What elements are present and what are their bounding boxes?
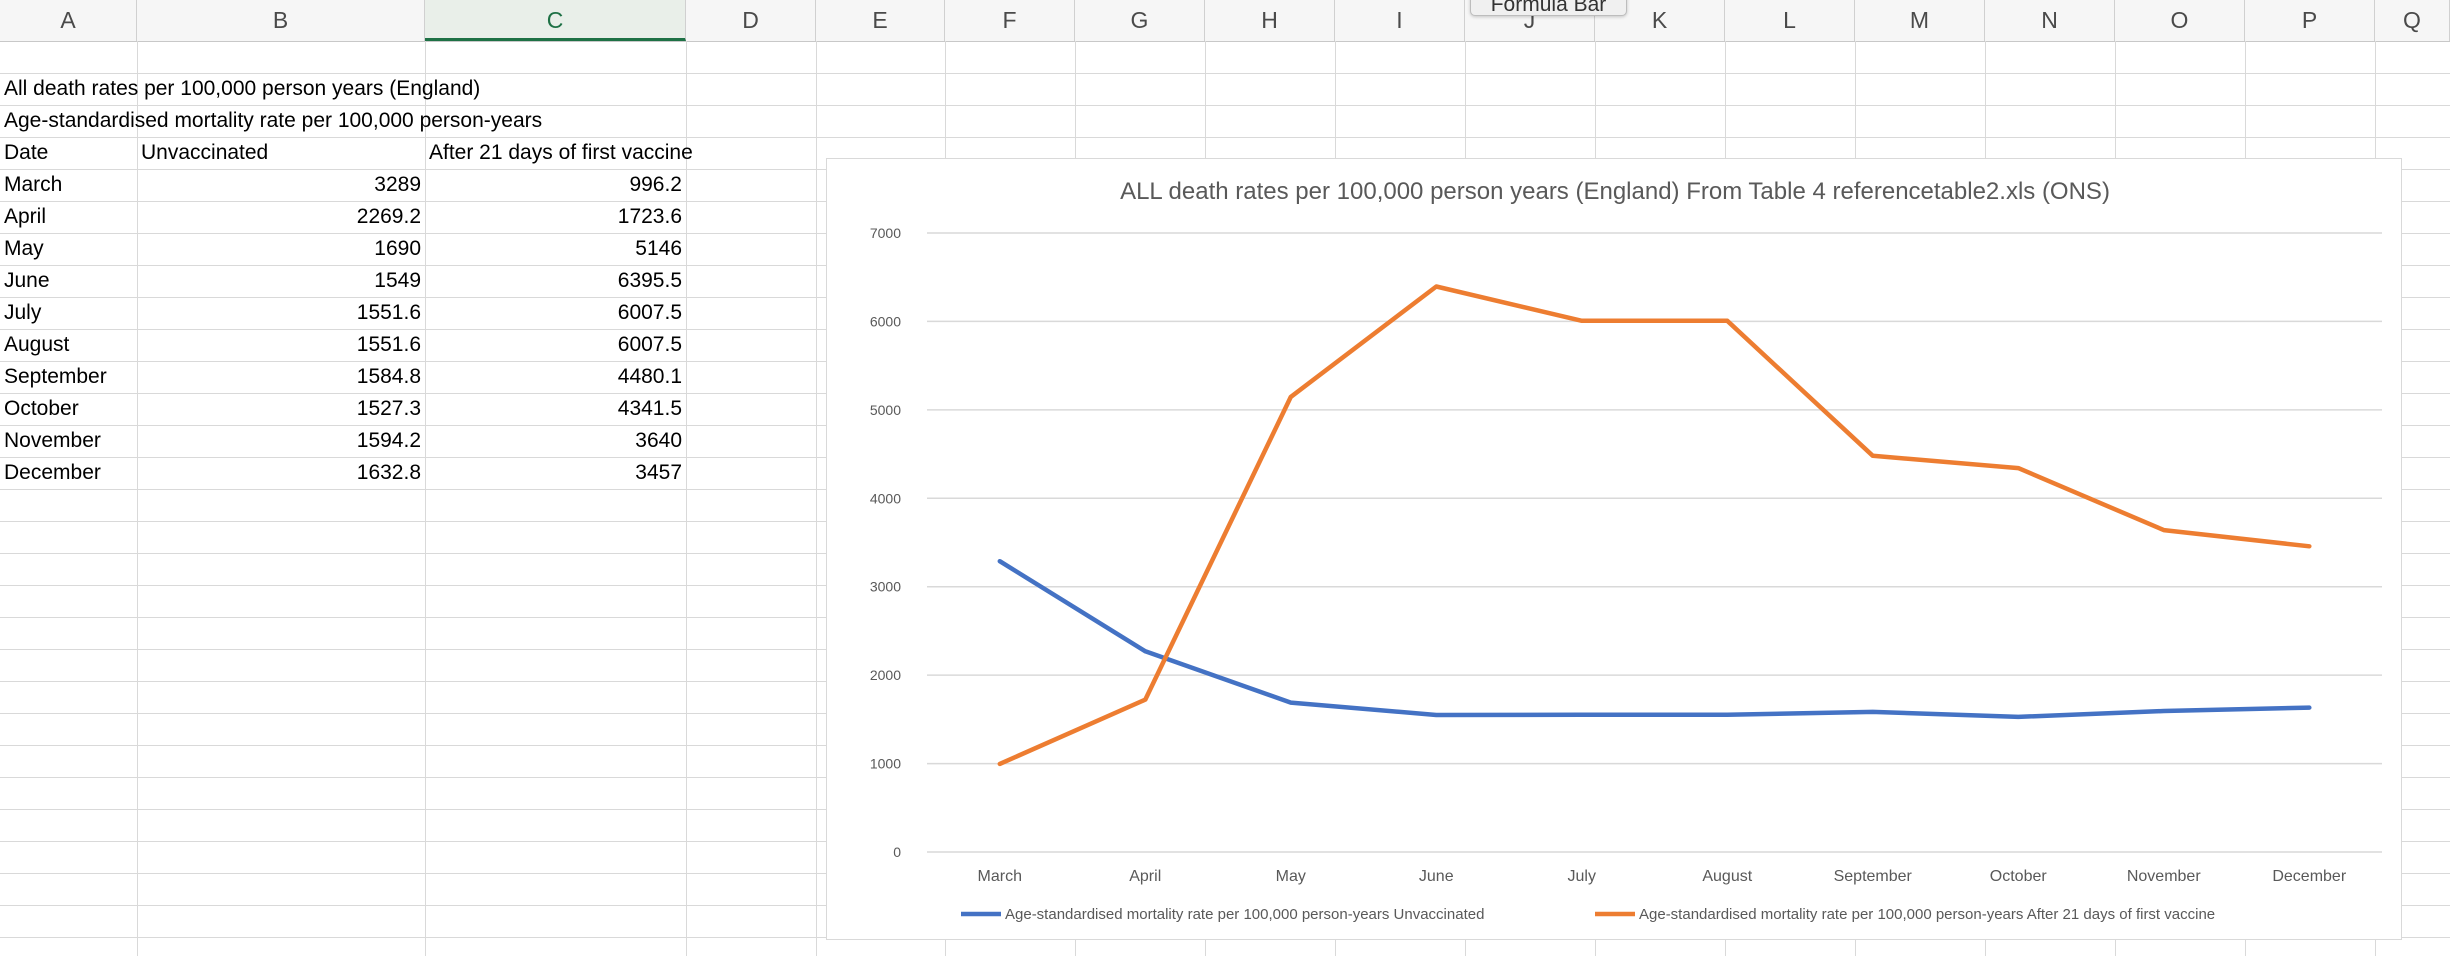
chart-canvas: ALL death rates per 100,000 person years…: [870, 178, 2382, 923]
column-header-b[interactable]: B: [137, 0, 425, 41]
column-header-h[interactable]: H: [1205, 0, 1335, 41]
x-tick-label: April: [1129, 868, 1161, 885]
cell-unvaccinated-value[interactable]: 1549: [374, 269, 421, 292]
y-tick-label: 6000: [870, 313, 901, 329]
cell-vaccinated-value[interactable]: 4480.1: [617, 365, 682, 388]
series-line-2: [997, 284, 2312, 767]
cell-vaccinated-value[interactable]: 5146: [635, 237, 682, 260]
y-tick-label: 4000: [870, 490, 901, 506]
series-line-1: [997, 558, 2312, 720]
column-header-e[interactable]: E: [816, 0, 945, 41]
cell-vaccinated-value[interactable]: 996.2: [629, 173, 682, 196]
cell-unvaccinated-value[interactable]: 3289: [374, 173, 421, 196]
column-header-o[interactable]: O: [2115, 0, 2245, 41]
cell-unvaccinated-value[interactable]: 1551.6: [356, 301, 421, 324]
column-header-g[interactable]: G: [1075, 0, 1205, 41]
chart-title: ALL death rates per 100,000 person years…: [1120, 178, 2110, 205]
cell-vaccinated-value[interactable]: 6395.5: [617, 269, 682, 292]
column-header-m[interactable]: M: [1855, 0, 1985, 41]
cell-header-unvaccinated[interactable]: Unvaccinated: [141, 141, 269, 164]
column-header-c[interactable]: C: [425, 0, 686, 41]
cell-date[interactable]: June: [4, 269, 50, 292]
y-tick-label: 3000: [870, 579, 901, 595]
cell-date[interactable]: November: [4, 429, 101, 452]
formula-bar-tooltip: Formula Bar: [1470, 0, 1627, 16]
y-tick-label: 2000: [870, 667, 901, 683]
x-tick-label: July: [1568, 868, 1596, 885]
cell-vaccinated-value[interactable]: 4341.5: [617, 397, 682, 420]
grid-row-line: [0, 73, 2450, 74]
cell-title[interactable]: All death rates per 100,000 person years…: [4, 77, 481, 100]
cell-unvaccinated-value[interactable]: 1632.8: [356, 461, 421, 484]
cell-date[interactable]: August: [4, 333, 70, 356]
y-tick-label: 0: [893, 844, 901, 860]
x-tick-label: September: [1834, 868, 1913, 885]
cell-vaccinated-value[interactable]: 3640: [635, 429, 682, 452]
column-header-bar: [0, 0, 2450, 42]
cell-vaccinated-value[interactable]: 6007.5: [617, 333, 682, 356]
x-tick-label: June: [1419, 868, 1454, 885]
cell-date[interactable]: December: [4, 461, 101, 484]
grid-column-line: [816, 41, 817, 956]
legend-label-1: Age-standardised mortality rate per 100,…: [1005, 906, 1484, 923]
cell-unvaccinated-value[interactable]: 2269.2: [356, 205, 421, 228]
cell-unvaccinated-value[interactable]: 1584.8: [356, 365, 421, 388]
column-header-a[interactable]: A: [0, 0, 137, 41]
x-tick-label: May: [1276, 868, 1306, 885]
cell-unvaccinated-value[interactable]: 1594.2: [356, 429, 421, 452]
cell-date[interactable]: September: [4, 365, 107, 388]
y-tick-label: 1000: [870, 756, 901, 772]
x-tick-label: March: [978, 868, 1022, 885]
column-header-p[interactable]: P: [2245, 0, 2375, 41]
cell-subtitle[interactable]: Age-standardised mortality rate per 100,…: [4, 109, 543, 132]
cell-header-vaccinated[interactable]: After 21 days of first vaccine: [429, 141, 693, 164]
cell-header-date[interactable]: Date: [4, 141, 49, 164]
legend-label-2: Age-standardised mortality rate per 100,…: [1639, 906, 2215, 923]
x-tick-label: November: [2127, 868, 2201, 885]
grid-row-line: [0, 137, 2450, 138]
cell-vaccinated-value[interactable]: 3457: [635, 461, 682, 484]
cell-vaccinated-value[interactable]: 6007.5: [617, 301, 682, 324]
x-tick-label: December: [2272, 868, 2346, 885]
cell-unvaccinated-value[interactable]: 1527.3: [356, 397, 421, 420]
cell-date[interactable]: April: [4, 205, 47, 228]
column-header-l[interactable]: L: [1725, 0, 1855, 41]
grid-column-line: [137, 41, 138, 956]
y-tick-label: 7000: [870, 225, 901, 241]
cell-date[interactable]: October: [4, 397, 79, 420]
y-tick-label: 5000: [870, 402, 901, 418]
column-header-f[interactable]: F: [945, 0, 1075, 41]
column-header-j[interactable]: J: [1465, 0, 1595, 41]
column-header-q[interactable]: Q: [2375, 0, 2450, 41]
cell-unvaccinated-value[interactable]: 1690: [374, 237, 421, 260]
cell-vaccinated-value[interactable]: 1723.6: [617, 205, 682, 228]
x-tick-label: August: [1702, 868, 1752, 885]
column-header-k[interactable]: K: [1595, 0, 1725, 41]
grid-row-line: [0, 105, 2450, 106]
cell-date[interactable]: May: [4, 237, 44, 260]
column-header-i[interactable]: I: [1335, 0, 1465, 41]
cell-date[interactable]: March: [4, 173, 63, 196]
line-chart[interactable]: ALL death rates per 100,000 person years…: [826, 158, 2402, 940]
x-tick-label: October: [1990, 868, 2048, 885]
grid-column-line: [686, 41, 687, 956]
cell-unvaccinated-value[interactable]: 1551.6: [356, 333, 421, 356]
column-header-d[interactable]: D: [686, 0, 816, 41]
column-header-n[interactable]: N: [1985, 0, 2115, 41]
cell-date[interactable]: July: [4, 301, 42, 324]
grid-column-line: [425, 41, 426, 956]
